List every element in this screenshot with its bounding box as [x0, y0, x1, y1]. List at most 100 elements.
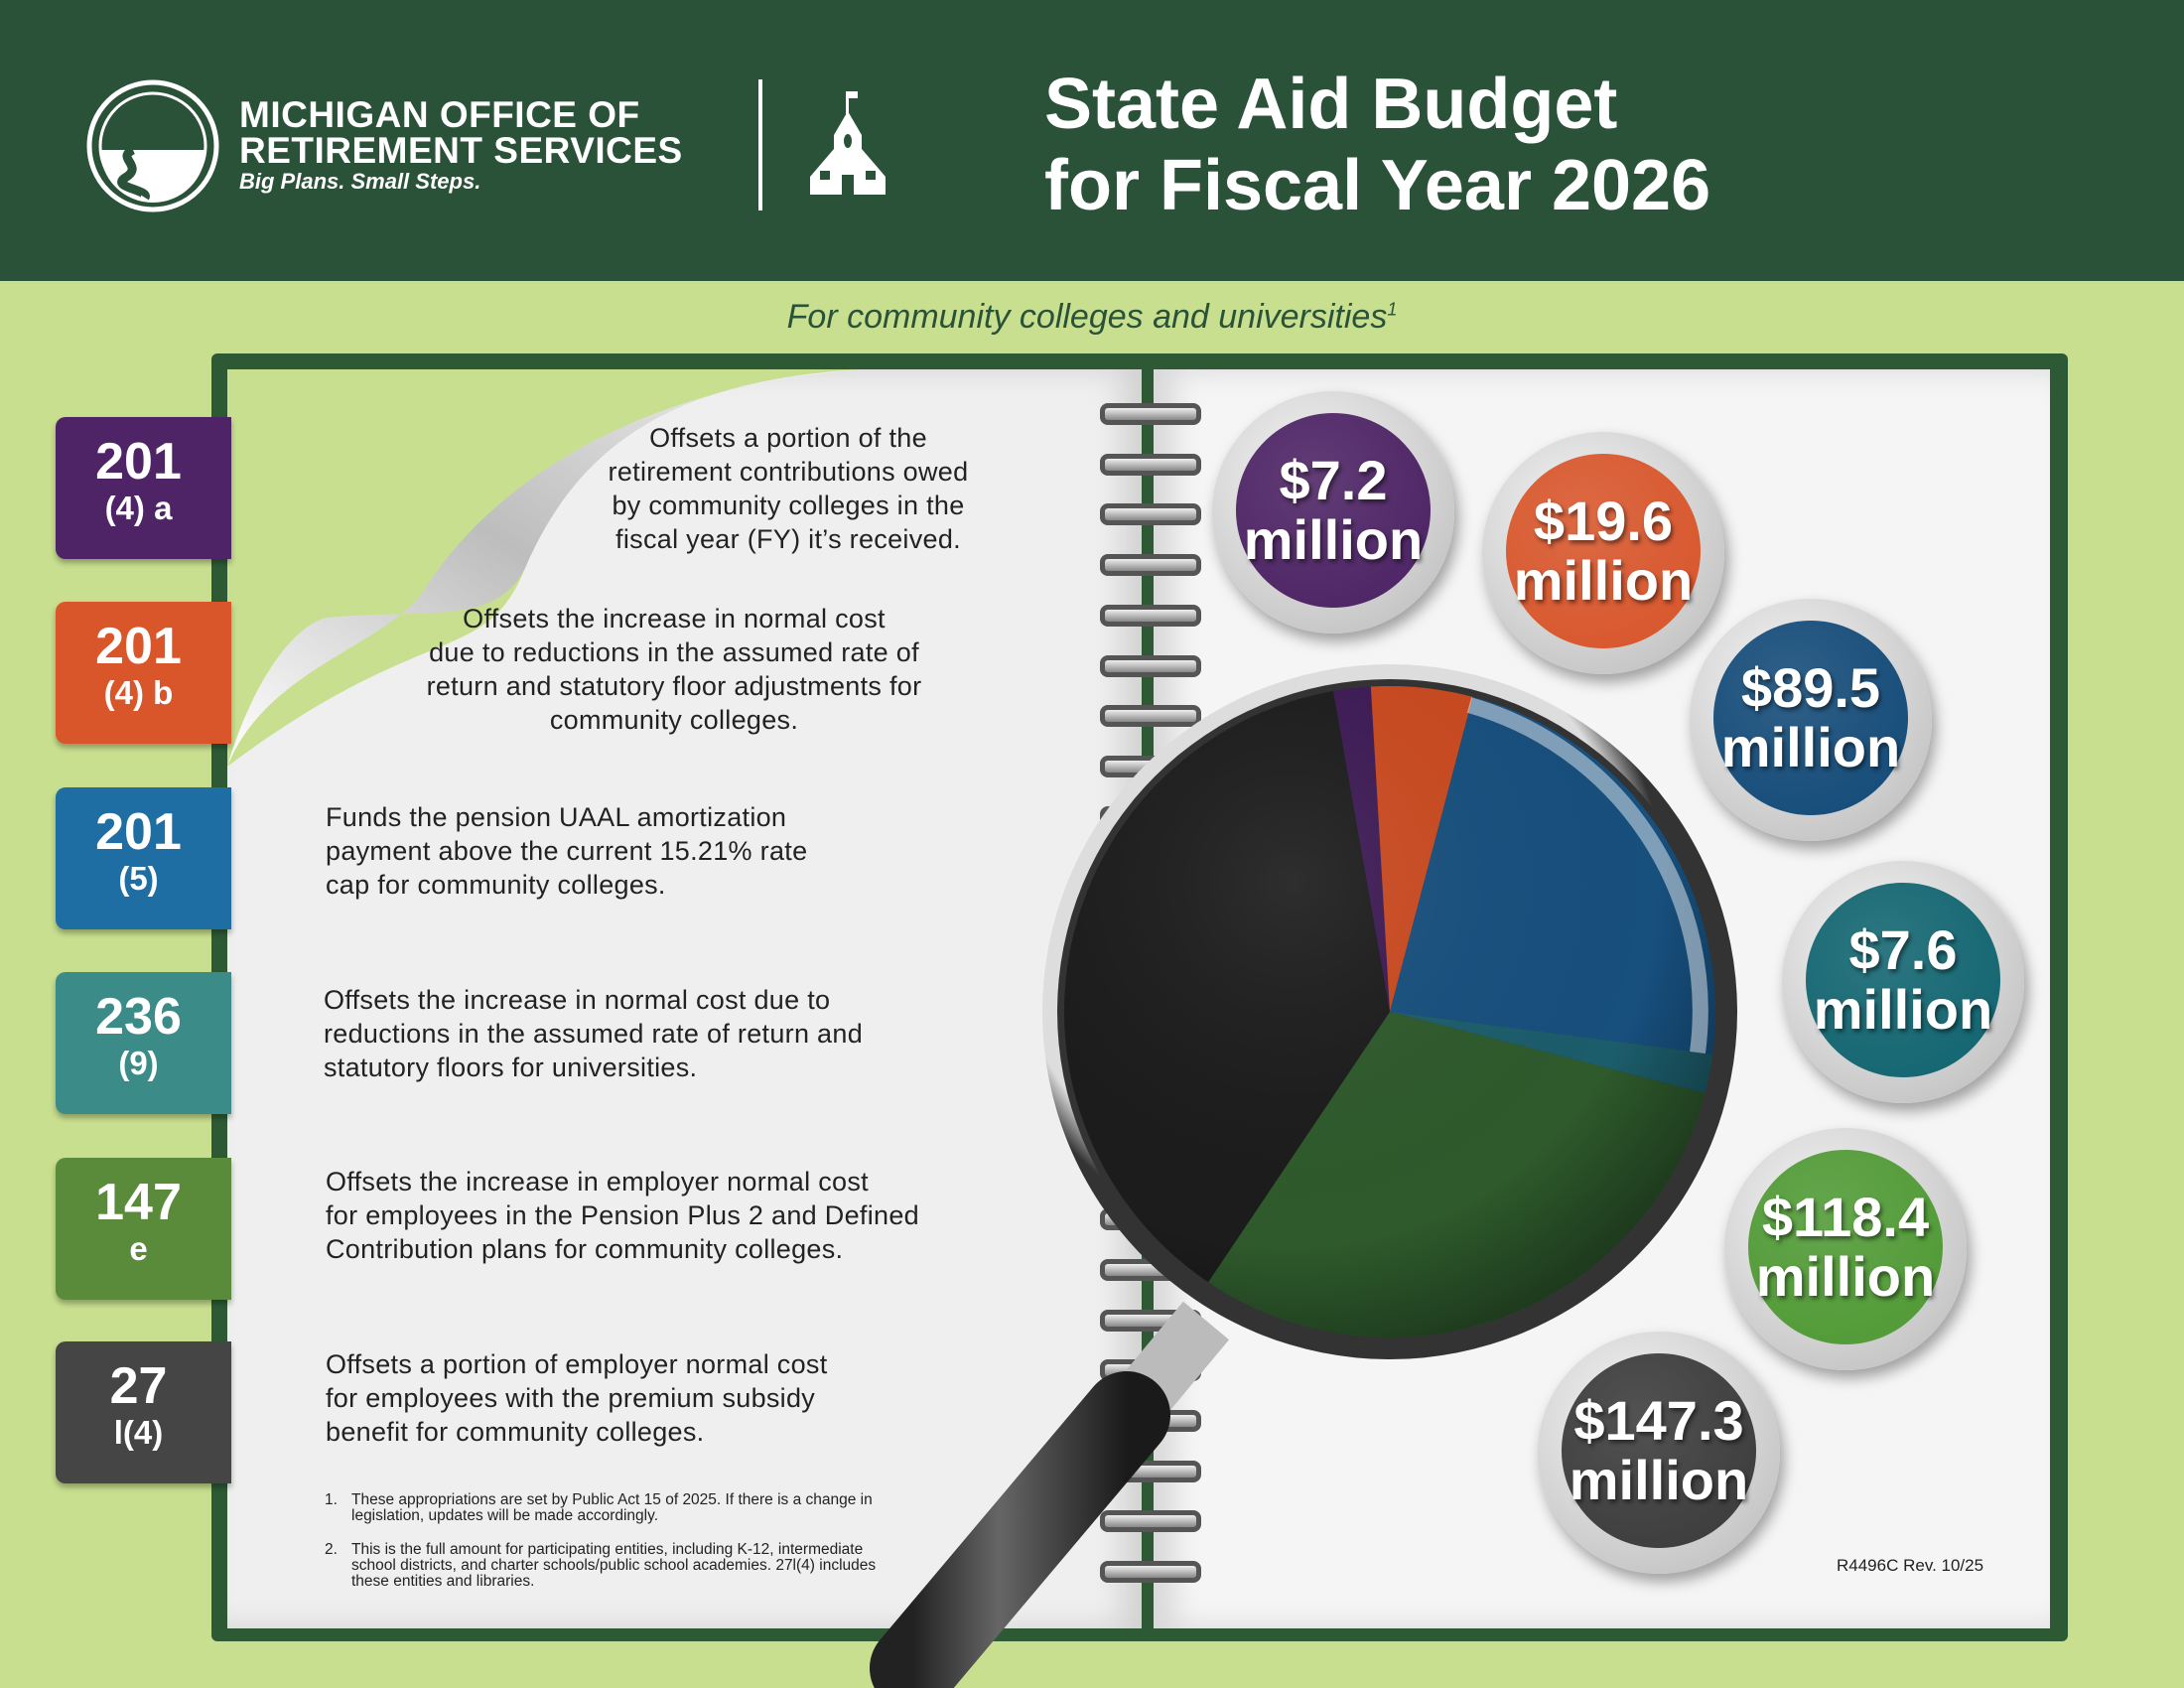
description-line: Offsets the increase in normal cost due …: [324, 985, 831, 1015]
section-subsection: (4) b: [103, 674, 174, 711]
description-line: return and statutory floor adjustments f…: [426, 671, 922, 701]
section-description: Offsets the increase in normal cost due t…: [346, 602, 1002, 737]
revision-code: R4496C Rev. 10/25: [1837, 1556, 1984, 1575]
footnote-number: 1.: [325, 1491, 338, 1508]
footnote-1: 1. These appropriations are set by Public…: [325, 1492, 881, 1524]
section-description: Offsets a portion of the retirement contr…: [461, 421, 1116, 556]
amount-value: $7.2: [1279, 449, 1388, 511]
amount-bubble: $19.6 million: [1482, 432, 1724, 674]
schoolhouse-icon: [810, 91, 886, 195]
amount-value: $118.4: [1761, 1186, 1930, 1248]
description-line: reductions in the assumed rate of return…: [324, 1019, 864, 1049]
org-name-line1: MICHIGAN OFFICE OF: [239, 94, 640, 135]
footnote-2: 2. This is the full amount for participat…: [325, 1542, 881, 1590]
section-description: Funds the pension UAAL amortization payme…: [326, 800, 807, 902]
description-line: fiscal year (FY) it’s received.: [615, 524, 961, 554]
description-line: Offsets the increase in employer normal …: [326, 1167, 869, 1196]
magnifier-handle: [870, 1301, 1230, 1688]
amount-bubble-fill: $147.3 million: [1562, 1353, 1756, 1548]
footnote-number: 2.: [325, 1541, 338, 1558]
section-subsection: e: [129, 1230, 148, 1267]
description-line: Contribution plans for community college…: [326, 1234, 844, 1264]
section-subsection: (9): [118, 1045, 159, 1081]
spiral-ring: [1100, 554, 1201, 577]
section-description: Offsets the increase in normal cost due …: [324, 983, 863, 1084]
description-line: for employees with the premium subsidy: [326, 1383, 816, 1413]
description-line: benefit for community colleges.: [326, 1417, 705, 1447]
amount-bubble: $118.4 million: [1724, 1128, 1967, 1370]
amount-value: $7.6: [1848, 918, 1958, 981]
section-tab-2: 201 (5): [56, 787, 231, 929]
org-name: MICHIGAN OFFICE OF RETIREMENT SERVICES: [239, 94, 683, 171]
amount-bubble-fill: $7.6 million: [1806, 883, 2000, 1077]
spiral-ring: [1100, 604, 1201, 627]
description-line: cap for community colleges.: [326, 870, 666, 900]
amount-value: $147.3: [1573, 1389, 1744, 1452]
description-line: Funds the pension UAAL amortization: [326, 802, 787, 832]
page-title: State Aid Budget for Fiscal Year 2026: [1044, 64, 1710, 226]
section-number: 236: [95, 988, 182, 1046]
amount-value: $19.6: [1533, 490, 1674, 552]
amount-bubble-fill: $19.6 million: [1506, 454, 1701, 648]
amount-unit: million: [1243, 508, 1424, 571]
title-line1: State Aid Budget: [1044, 65, 1618, 144]
spiral-ring: [1100, 403, 1201, 425]
amount-bubble: $7.2 million: [1212, 391, 1454, 633]
section-tab-4: 147 e: [56, 1158, 231, 1300]
section-subsection: l(4): [113, 1414, 164, 1451]
amount-unit: million: [1813, 978, 1993, 1041]
section-number: 201: [95, 618, 182, 675]
spiral-ring: [1100, 503, 1201, 526]
amount-bubble: $89.5 million: [1690, 599, 1932, 841]
section-description: Offsets the increase in employer normal …: [326, 1165, 919, 1266]
amount-unit: million: [1720, 716, 1901, 778]
description-line: statutory floors for universities.: [324, 1053, 698, 1082]
description-line: payment above the current 15.21% rate: [326, 836, 808, 866]
description-line: Offsets the increase in normal cost: [463, 604, 886, 633]
amount-bubble-fill: $7.2 million: [1236, 413, 1431, 608]
lens-highlight: [1466, 697, 1708, 1055]
description-line: retirement contributions owed: [608, 457, 969, 487]
amount-unit: million: [1755, 1245, 1936, 1308]
amount-value: $89.5: [1740, 656, 1881, 719]
description-line: community colleges.: [549, 705, 799, 735]
subtitle-footnote-mark: 1: [1387, 299, 1398, 320]
section-subsection: (4) a: [104, 490, 173, 526]
section-number: 147: [95, 1174, 182, 1231]
spiral-ring: [1100, 1561, 1201, 1584]
amount-bubble-fill: $118.4 million: [1748, 1150, 1943, 1344]
amount-bubble: $147.3 million: [1538, 1332, 1780, 1574]
divider: [758, 79, 762, 211]
spiral-ring: [1100, 705, 1201, 728]
description-line: for employees in the Pension Plus 2 and …: [326, 1200, 919, 1230]
spiral-ring: [1100, 654, 1201, 677]
section-number: 201: [95, 803, 182, 861]
section-subsection: (5): [118, 860, 159, 897]
org-name-line2: RETIREMENT SERVICES: [239, 130, 683, 171]
description-line: due to reductions in the assumed rate of: [429, 637, 919, 667]
spiral-ring: [1100, 1510, 1201, 1533]
section-number: 201: [95, 433, 182, 491]
page-curl: [227, 369, 863, 767]
description-line: Offsets a portion of employer normal cos…: [326, 1349, 828, 1379]
description-line: Offsets a portion of the: [649, 423, 927, 453]
description-line: by community colleges in the: [612, 491, 965, 520]
title-line2: for Fiscal Year 2026: [1044, 146, 1711, 225]
tagline: Big Plans. Small Steps.: [239, 169, 481, 194]
amount-bubble: $7.6 million: [1782, 861, 2024, 1103]
footnote-text: These appropriations are set by Public A…: [351, 1491, 873, 1524]
footnote-text: This is the full amount for participatin…: [351, 1541, 877, 1590]
section-tab-0: 201 (4) a: [56, 417, 231, 559]
section-number: 27: [109, 1357, 168, 1415]
subtitle: For community colleges and universities1: [0, 298, 2184, 337]
subtitle-text: For community colleges and universities: [786, 298, 1388, 336]
section-tab-5: 27 l(4): [56, 1341, 231, 1483]
lens-glass: [1064, 686, 1715, 1337]
amount-unit: million: [1569, 1449, 1749, 1511]
header-banner: MICHIGAN OFFICE OF RETIREMENT SERVICES B…: [0, 0, 2184, 281]
spiral-ring: [1100, 453, 1201, 476]
ors-logo-icon: [86, 79, 219, 212]
amount-bubble-fill: $89.5 million: [1713, 621, 1908, 815]
section-tab-1: 201 (4) b: [56, 602, 231, 744]
